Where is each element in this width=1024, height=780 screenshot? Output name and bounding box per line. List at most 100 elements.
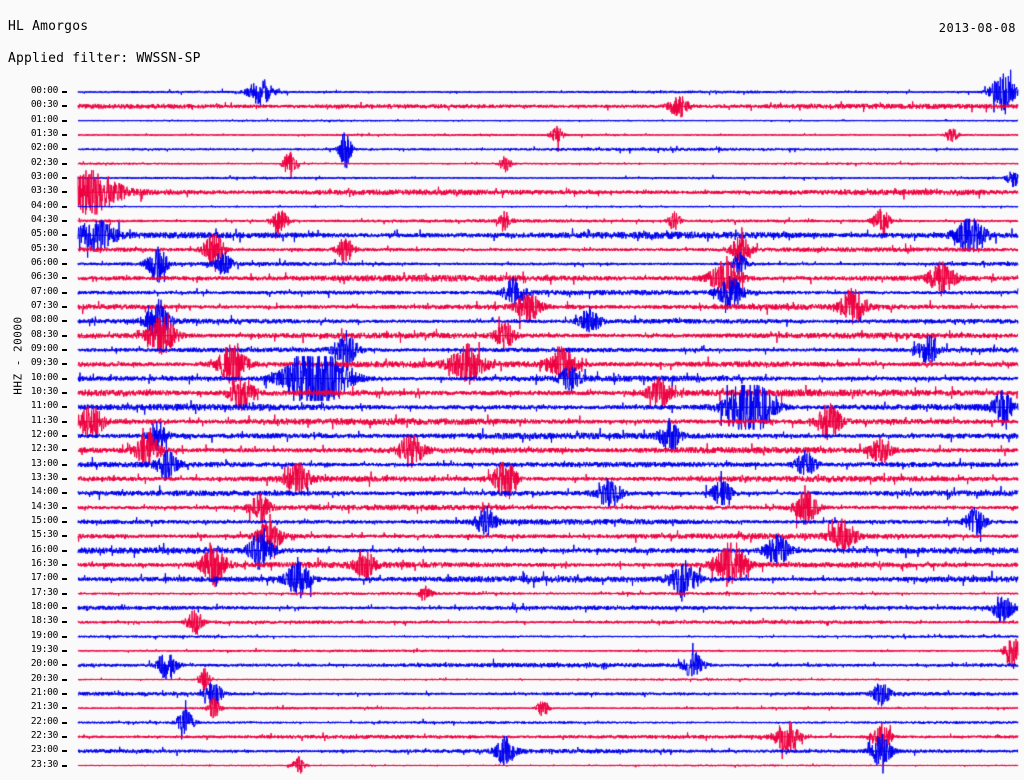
time-axis-tick (62, 434, 67, 437)
time-axis-tick (62, 219, 67, 222)
time-axis-label: 02:00 (30, 142, 58, 154)
time-axis-label: 04:30 (30, 213, 58, 225)
time-axis-label: 20:00 (30, 658, 58, 670)
time-axis-tick (62, 320, 67, 323)
time-axis-tick (62, 535, 67, 538)
time-axis-tick (62, 191, 67, 194)
time-axis-tick (62, 406, 67, 409)
time-axis-tick (62, 463, 67, 466)
time-axis-tick (62, 606, 67, 609)
time-axis-label: 12:00 (30, 428, 58, 440)
time-axis-label: 05:30 (30, 242, 58, 254)
time-axis-label: 19:30 (30, 643, 58, 655)
time-axis-tick (62, 162, 67, 165)
time-axis-label: 14:30 (30, 500, 58, 512)
time-axis-label: 14:00 (30, 486, 58, 498)
time-axis-label: 03:30 (30, 185, 58, 197)
time-axis-label: 23:00 (30, 744, 58, 756)
time-axis-tick (62, 119, 67, 122)
time-axis-label: 19:00 (30, 629, 58, 641)
time-axis-label: 04:00 (30, 199, 58, 211)
time-axis: 00:00 00:30 01:00 01:30 02:00 02:30 03:00 03:30… (0, 0, 78, 780)
time-axis-tick (62, 377, 67, 380)
time-axis-label: 17:30 (30, 586, 58, 598)
time-axis-label: 16:30 (30, 557, 58, 569)
time-axis-label: 10:30 (30, 385, 58, 397)
time-axis-tick (62, 506, 67, 509)
time-axis-label: 13:00 (30, 457, 58, 469)
page-title: HL Amorgos (8, 19, 89, 34)
time-axis-label: 09:00 (30, 342, 58, 354)
time-axis-tick (62, 420, 67, 423)
time-axis-label: 07:30 (30, 299, 58, 311)
time-axis-tick (62, 707, 67, 710)
time-axis-label: 01:30 (30, 127, 58, 139)
time-axis-tick (62, 549, 67, 552)
time-axis-label: 21:00 (30, 686, 58, 698)
time-axis-label: 00:00 (30, 85, 58, 96)
time-axis-tick (62, 649, 67, 652)
time-axis-tick (62, 391, 67, 394)
time-axis-tick (62, 664, 67, 667)
time-axis-label: 18:30 (30, 615, 58, 627)
time-axis-label: 07:00 (30, 285, 58, 297)
time-axis-label: 21:30 (30, 701, 58, 713)
time-axis-tick (62, 334, 67, 337)
time-axis-label: 09:30 (30, 357, 58, 369)
time-axis-tick (62, 262, 67, 265)
time-axis-tick (62, 492, 67, 495)
time-axis-tick (62, 750, 67, 753)
time-axis-label: 13:30 (30, 471, 58, 483)
time-axis-tick (62, 248, 67, 251)
time-axis-label: 12:30 (30, 443, 58, 455)
time-axis-tick (62, 234, 67, 237)
record-date: 2013-08-08 (938, 21, 1016, 35)
time-axis-tick (62, 176, 67, 179)
time-axis-tick (62, 305, 67, 308)
time-axis-tick (62, 578, 67, 581)
time-axis-label: 15:30 (30, 529, 58, 541)
time-axis-label: 18:00 (30, 600, 58, 612)
time-axis-label: 11:00 (30, 400, 58, 412)
time-axis-tick (62, 348, 67, 351)
time-axis-tick (62, 477, 67, 480)
time-axis-tick (62, 635, 67, 638)
time-axis-tick (62, 621, 67, 624)
time-axis-label: 00:30 (30, 99, 58, 111)
time-axis-label: 08:30 (30, 328, 58, 340)
time-axis-tick (62, 563, 67, 566)
time-axis-tick (62, 363, 67, 366)
time-axis-tick (62, 735, 67, 738)
time-axis-tick (62, 449, 67, 452)
time-axis-tick (62, 91, 67, 93)
time-axis-label: 17:00 (30, 572, 58, 584)
time-axis-tick (62, 764, 67, 767)
time-axis-tick (62, 105, 67, 108)
time-axis-tick (62, 592, 67, 595)
applied-filter-label: Applied filter: WWSSN-SP (8, 51, 201, 66)
time-axis-tick (62, 721, 67, 724)
time-axis-label: 20:30 (30, 672, 58, 684)
time-axis-tick (62, 291, 67, 294)
time-axis-tick (62, 520, 67, 523)
time-axis-label: 06:00 (30, 256, 58, 268)
time-axis-label: 02:30 (30, 156, 58, 168)
time-axis-tick (62, 148, 67, 151)
time-axis-label: 06:30 (30, 271, 58, 283)
time-axis-label: 11:30 (30, 414, 58, 426)
time-axis-tick (62, 133, 67, 136)
time-axis-label: 08:00 (30, 314, 58, 326)
time-axis-label: 22:00 (30, 715, 58, 727)
time-axis-label: 15:00 (30, 514, 58, 526)
time-axis-label: 22:30 (30, 729, 58, 741)
time-axis-tick (62, 678, 67, 681)
time-axis-label: 03:00 (30, 170, 58, 182)
time-axis-tick (62, 277, 67, 280)
time-axis-label: 05:00 (30, 228, 58, 240)
time-axis-tick (62, 205, 67, 208)
time-axis-label: 01:00 (30, 113, 58, 125)
time-axis-label: 23:30 (30, 758, 58, 770)
time-axis-tick (62, 692, 67, 695)
time-axis-label: 10:00 (30, 371, 58, 383)
